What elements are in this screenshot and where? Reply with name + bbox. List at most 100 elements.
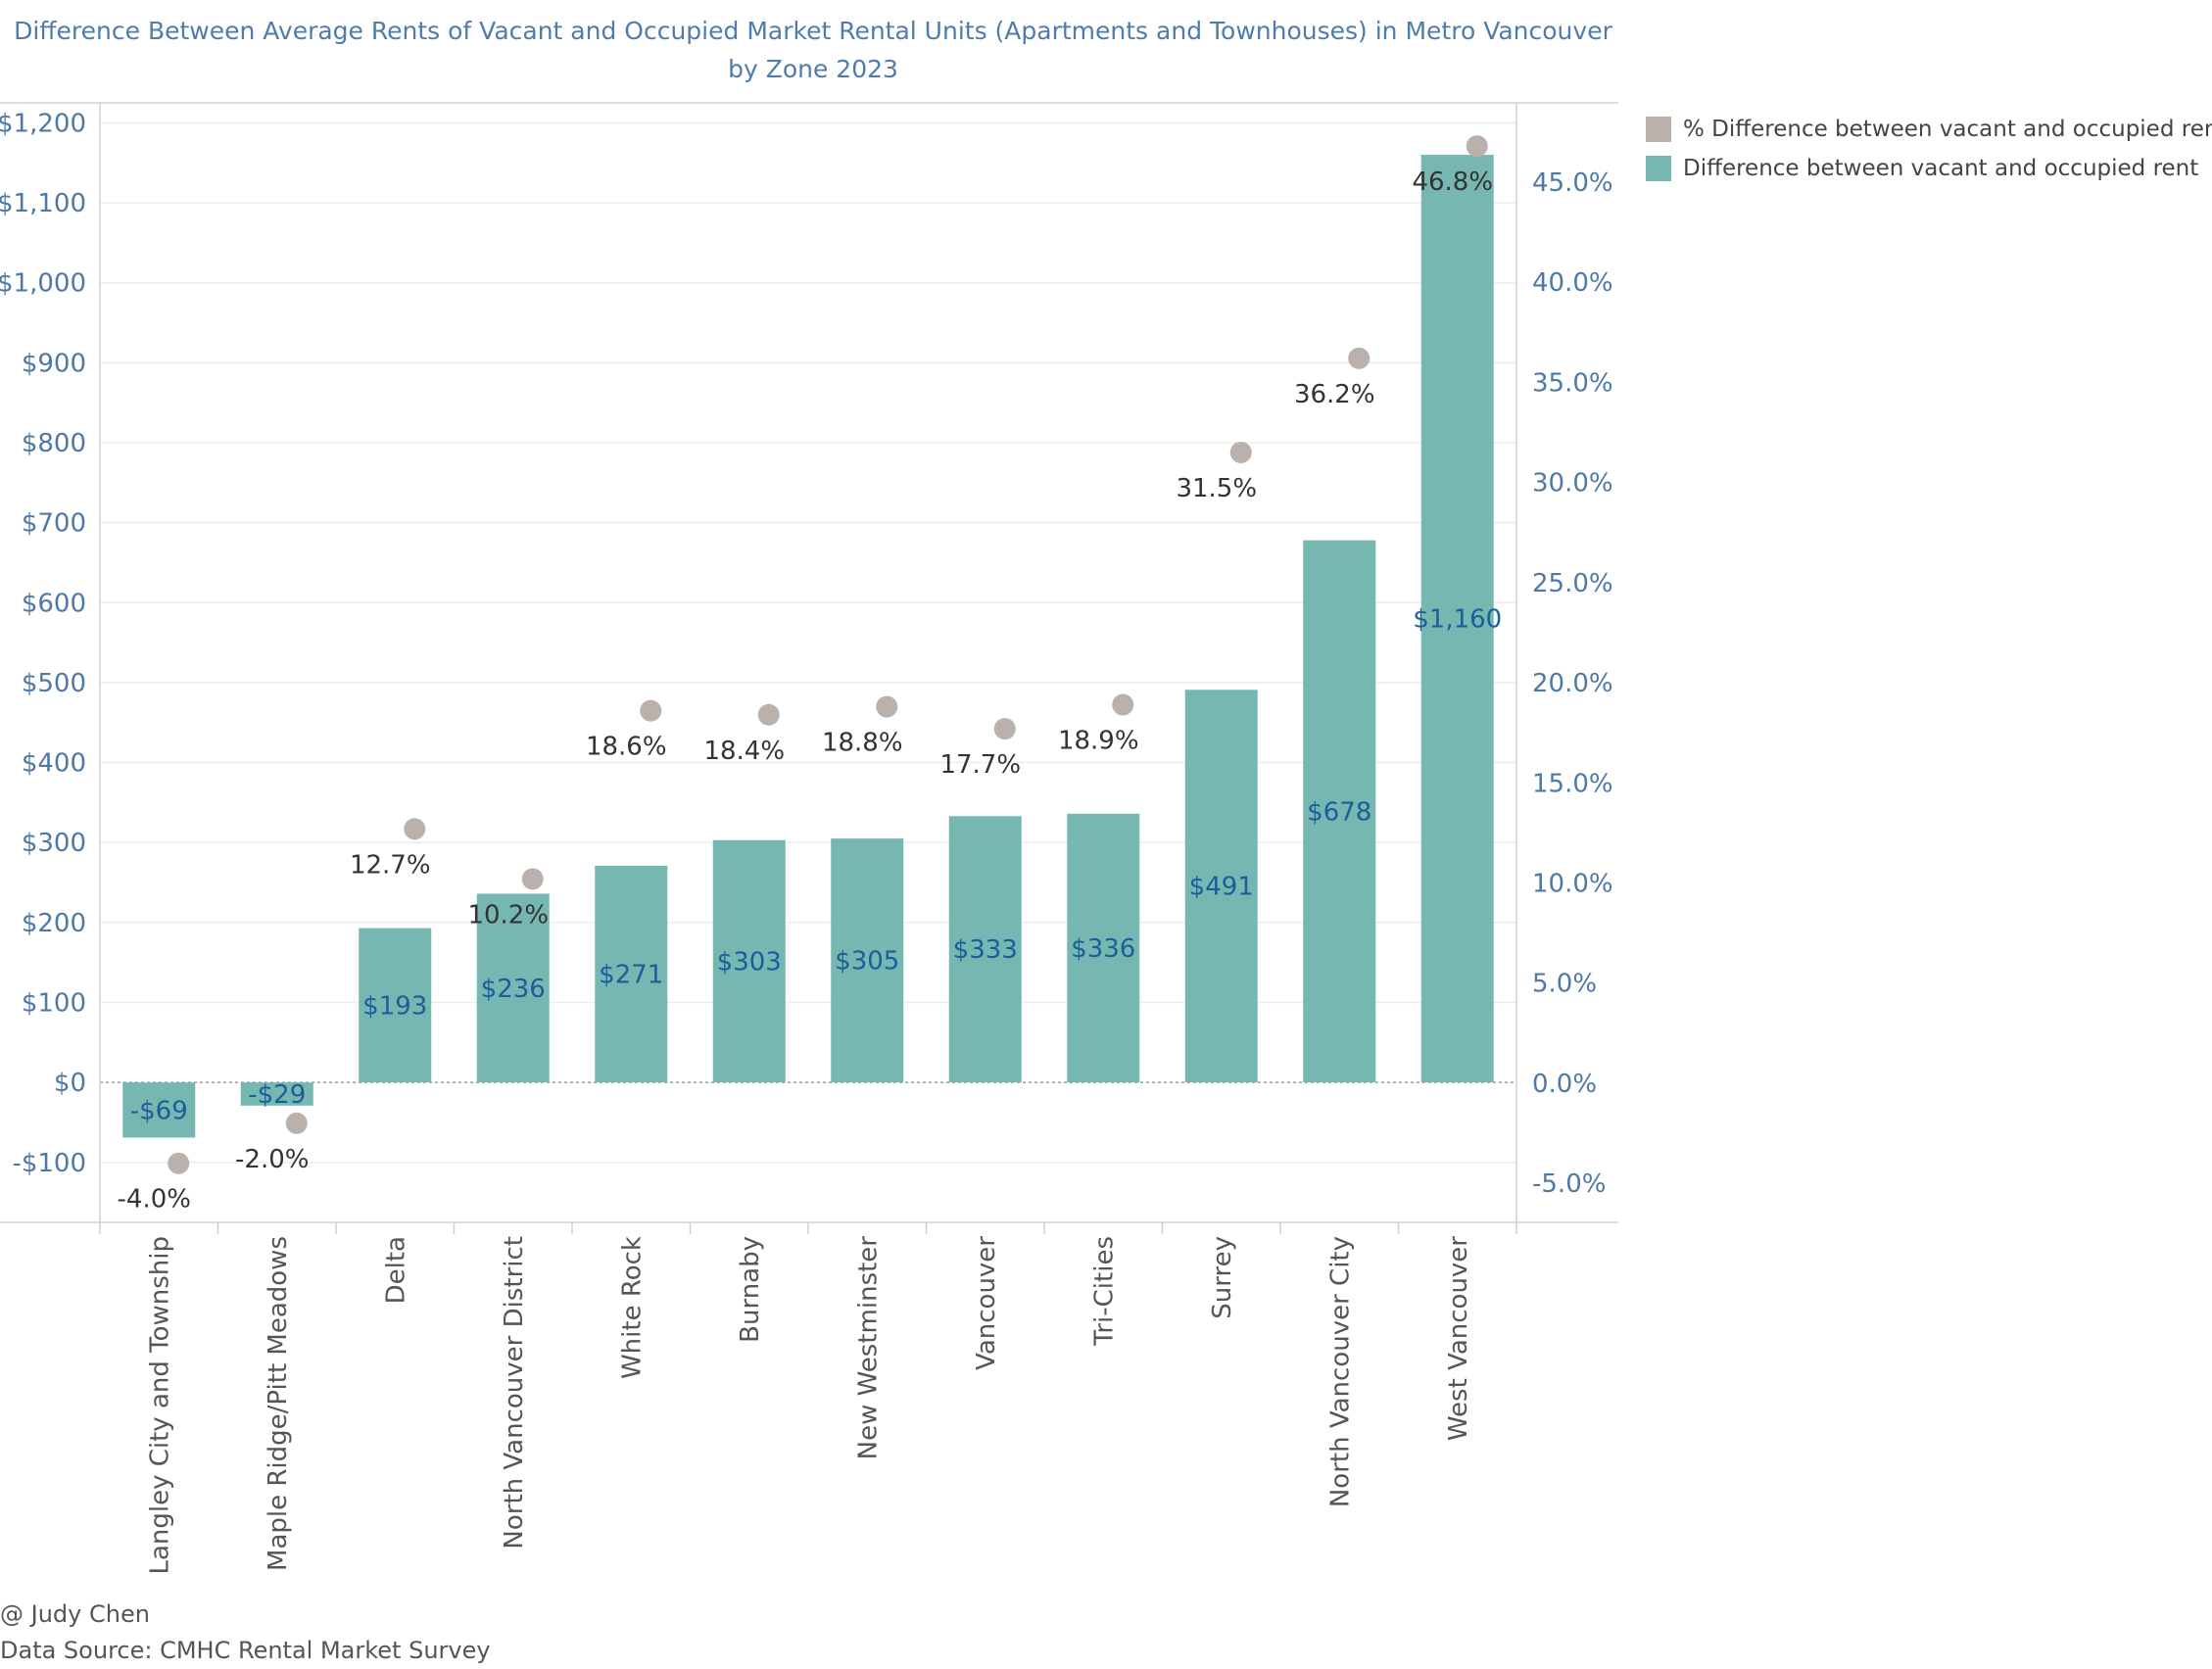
author-credit: @ Judy Chen [0, 1600, 150, 1628]
y-left-tick-label: $500 [22, 669, 86, 698]
y-right-tick-label: 20.0% [1532, 669, 1613, 698]
percent-value-label: 18.6% [586, 733, 667, 762]
y-left-tick-label: -$100 [12, 1149, 86, 1178]
y-left-tick-label: $1,000 [0, 269, 86, 299]
x-category-label: White Rock [617, 1236, 647, 1379]
bar-series [122, 155, 1494, 1138]
percent-point [168, 1152, 190, 1174]
legend: % Difference between vacant and occupied… [1646, 110, 2212, 188]
percent-point [1112, 693, 1134, 716]
x-category-label: Tri-Cities [1089, 1236, 1119, 1347]
bar [476, 893, 550, 1083]
y-left-tick-label: $300 [22, 829, 86, 858]
plot-frame [0, 102, 1618, 1234]
bar [712, 839, 786, 1083]
legend-label-difference: Difference between vacant and occupied r… [1683, 156, 2199, 181]
x-category-label: Vancouver [972, 1236, 1001, 1370]
percent-value-label: 17.7% [939, 750, 1021, 780]
bar-value-label: $678 [1307, 797, 1371, 827]
bar [1184, 690, 1258, 1083]
bar [831, 838, 904, 1083]
percent-point [993, 718, 1016, 740]
bar [1420, 155, 1494, 1083]
x-category-label: North Vancouver City [1325, 1236, 1355, 1507]
x-category-label: Burnaby [736, 1236, 765, 1343]
data-labels: -$69 -$29 $193 $236 $271 $303 $305 $333 $336 $491… [118, 167, 1503, 1215]
y-left-tick-label: $400 [22, 749, 86, 779]
percent-point [1466, 135, 1488, 158]
y-right-tick-label: 0.0% [1532, 1070, 1597, 1099]
chart-title-line-2: by Zone 2023 [728, 55, 898, 83]
legend-swatch-percent [1646, 117, 1671, 142]
y-left-tick-label: $200 [22, 909, 86, 938]
point-series [168, 135, 1488, 1174]
x-category-label: Maple Ridge/Pitt Meadows [264, 1236, 293, 1571]
bar [1303, 540, 1376, 1083]
y-right-tick-label: 5.0% [1532, 970, 1597, 999]
bar-value-label: $491 [1189, 873, 1254, 902]
percent-value-label: 18.9% [1058, 727, 1139, 756]
chart-title: Difference Between Average Rents of Vaca… [0, 12, 1626, 88]
data-source: Data Source: CMHC Rental Market Survey [0, 1637, 491, 1664]
bar-value-label: $303 [717, 947, 782, 977]
footer: @ Judy Chen Data Source: CMHC Rental Mar… [0, 1597, 491, 1669]
y-right-tick-label: 15.0% [1532, 769, 1613, 798]
bar [1067, 813, 1140, 1083]
y-left-tick-label: $800 [22, 429, 86, 458]
percent-point [757, 703, 780, 726]
legend-item-difference[interactable]: Difference between vacant and occupied r… [1646, 149, 2212, 188]
bar [948, 816, 1022, 1083]
y-left-tick-label: $900 [22, 349, 86, 378]
percent-point [285, 1112, 308, 1134]
percent-value-label: 46.8% [1412, 167, 1493, 197]
y-right-tick-label: 45.0% [1532, 168, 1613, 198]
percent-point [404, 818, 426, 840]
x-category-label: Surrey [1208, 1236, 1237, 1319]
bar [595, 865, 668, 1083]
bar-value-label: -$69 [130, 1096, 188, 1125]
bar-value-label: -$29 [248, 1080, 306, 1110]
x-category-label: Delta [381, 1236, 410, 1304]
percent-point [876, 695, 898, 718]
chart-title-line-1: Difference Between Average Rents of Vaca… [14, 17, 1612, 45]
legend-swatch-difference [1646, 156, 1671, 181]
y-left-tick-label: $700 [22, 509, 86, 539]
bar [359, 928, 432, 1083]
percent-value-label: 12.7% [350, 850, 431, 880]
y-left-tick-label: $600 [22, 589, 86, 618]
legend-label-percent: % Difference between vacant and occupied… [1683, 117, 2212, 142]
percent-point [1229, 441, 1252, 463]
percent-value-label: 10.2% [467, 900, 549, 930]
axes: -$100 $0 $100 $200 $300 $400 $500 $600 $700 $800 $… [0, 109, 1613, 1574]
x-category-label: Langley City and Township [145, 1236, 174, 1575]
bar-value-label: $336 [1071, 934, 1135, 964]
percent-point [521, 868, 544, 890]
y-left-tick-label: $1,100 [0, 189, 86, 218]
bar-value-label: $333 [953, 935, 1018, 965]
x-category-label: West Vancouver [1444, 1236, 1473, 1441]
bar-value-label: $305 [835, 947, 899, 977]
percent-value-label: -2.0% [235, 1145, 309, 1174]
x-category-label: North Vancouver District [500, 1236, 529, 1550]
percent-point [640, 699, 662, 722]
y-left-tick-label: $0 [54, 1069, 86, 1098]
percent-value-label: 18.4% [703, 737, 785, 766]
y-right-tick-label: 35.0% [1532, 368, 1613, 398]
percent-value-label: 31.5% [1176, 474, 1257, 503]
y-right-tick-label: -5.0% [1532, 1169, 1606, 1199]
x-category-label: New Westminster [853, 1236, 883, 1460]
percent-value-label: 36.2% [1294, 380, 1375, 409]
y-right-tick-label: 25.0% [1532, 569, 1613, 598]
bar-value-label: $193 [362, 991, 427, 1021]
bar [122, 1082, 196, 1138]
bar-value-label: $1,160 [1413, 605, 1502, 635]
y-right-tick-label: 30.0% [1532, 469, 1613, 499]
legend-item-percent[interactable]: % Difference between vacant and occupied… [1646, 110, 2212, 149]
y-left-tick-label: $100 [22, 988, 86, 1018]
percent-value-label: -4.0% [118, 1185, 191, 1215]
y-right-tick-label: 10.0% [1532, 869, 1613, 898]
bar [240, 1082, 313, 1106]
percent-value-label: 18.8% [822, 729, 903, 758]
y-right-tick-label: 40.0% [1532, 268, 1613, 298]
